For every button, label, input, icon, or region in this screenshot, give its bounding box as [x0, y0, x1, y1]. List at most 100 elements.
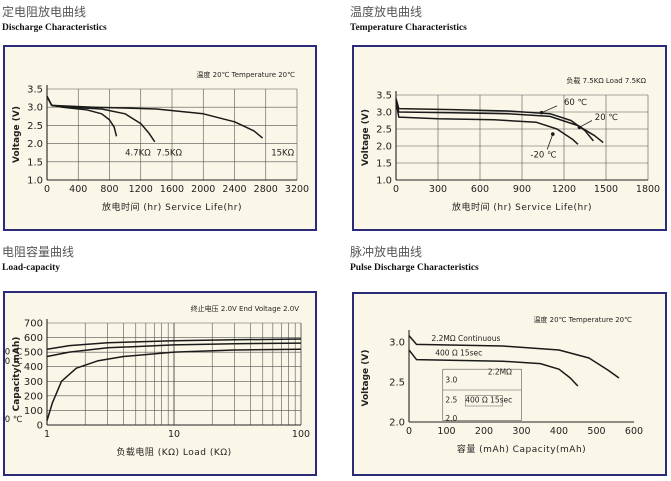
pulse-xlabel: 容量 (mAh) Capacity(mAh)	[457, 443, 586, 455]
load-ytick-label-4: 400	[24, 362, 43, 373]
discharge-xtick-label-7: 2800	[254, 184, 278, 195]
temperature-xtick-label-6: 1800	[636, 184, 660, 195]
discharge-ytick-label-3: 2.5	[27, 121, 43, 132]
discharge-ytick-label-0: 1.0	[27, 176, 43, 187]
load-chart: 0 100 200 300 400 500 600 700 1 10 100 终止电压 2.0V En…	[5, 304, 310, 458]
pulse-title-cn: 脉冲放电曲线	[350, 245, 423, 259]
load-xtick-label-0: 1	[44, 429, 50, 440]
temperature-chart-frame: 1.0 1.5 2.0 2.5 3.0 3.5 0 300 600 900 1200 1500 1800…	[352, 45, 667, 231]
temperature-ylabel: Voltage (V)	[361, 109, 371, 166]
load-series-line-2	[46, 348, 302, 421]
load-xtick-label-2: 100	[292, 429, 310, 440]
pulse-xtick-label-4: 400	[550, 426, 568, 437]
temperature-series-line-1	[395, 99, 604, 144]
pulse-chart: 2.0 2.5 3.0 0 100 200 300 400 500 600 温度 20℃ Tempe…	[361, 315, 643, 455]
load-series-label-1: 20 ℃	[5, 357, 23, 367]
pulse-xtick-label-3: 300	[512, 426, 530, 437]
temperature-xtick-label-4: 1200	[552, 184, 576, 195]
temperature-xtick-label-1: 300	[429, 184, 447, 195]
temperature-ytick-label-4: 3.0	[376, 108, 392, 119]
pulse-inset-pulse-box	[465, 395, 503, 407]
pulse-ylabel: Voltage (V)	[361, 350, 371, 407]
discharge-ytick-label-4: 3.0	[27, 103, 43, 114]
pulse-annotation: 温度 20℃ Temperature 20℃	[533, 315, 632, 324]
discharge-series-line-0	[46, 95, 118, 137]
load-ytick-label-5: 500	[24, 348, 43, 359]
discharge-series-line-2	[46, 95, 264, 139]
discharge-xlabel: 放电时间 (hr) Service Life(hr)	[102, 201, 242, 213]
pulse-chart-frame: 2.0 2.5 3.0 0 100 200 300 400 500 600 温度 20℃ Tempe…	[352, 292, 667, 476]
temperature-annotation: 负载 7.5KΩ Load 7.5KΩ	[566, 76, 646, 85]
temperature-series-label-0: 60 ℃	[564, 98, 588, 108]
discharge-ytick-label-2: 2.0	[27, 139, 43, 150]
discharge-series-label-2: 15KΩ	[271, 149, 294, 159]
discharge-series-label-1: 7.5KΩ	[156, 149, 182, 159]
temperature-xtick-label-0: 0	[393, 184, 399, 195]
temperature-ytick-label-2: 2.0	[376, 142, 392, 153]
load-xtick-label-1: 10	[168, 429, 180, 440]
load-series-label-2: -20 ℃	[5, 415, 23, 425]
load-ytick-label-6: 600	[24, 333, 43, 344]
discharge-xtick-label-0: 0	[44, 184, 50, 195]
pulse-xtick-label-2: 200	[475, 426, 493, 437]
temperature-xtick-label-3: 900	[513, 184, 531, 195]
load-title-cn: 电阻容量曲线	[2, 245, 75, 259]
temperature-pointer-2	[546, 133, 554, 150]
pulse-series-label-1: 400 Ω 15sec	[435, 348, 482, 357]
temperature-series-label-2: -20 ℃	[530, 151, 557, 161]
pulse-header: 脉冲放电曲线 Pulse Discharge Characteristics	[350, 243, 479, 273]
pulse-series-line-1	[408, 349, 579, 387]
pulse-series-label-5: 400 Ω 15sec	[465, 396, 512, 405]
discharge-title-en: Discharge Characteristics	[2, 23, 107, 33]
load-chart-frame: 0 100 200 300 400 500 600 700 1 10 100 终止电压 2.0V En…	[3, 291, 317, 476]
load-ytick-label-0: 0	[37, 421, 43, 432]
discharge-header: 定电阻放电曲线 Discharge Characteristics	[2, 3, 107, 33]
discharge-xtick-label-2: 800	[100, 184, 118, 195]
temperature-ytick-label-5: 3.5	[376, 91, 392, 102]
temperature-pointer-dot-2	[551, 132, 555, 136]
temperature-ytick-label-3: 2.5	[376, 125, 392, 136]
load-series-label-0: 60 ℃	[5, 347, 23, 357]
discharge-xtick-label-8: 3200	[285, 184, 309, 195]
pulse-xtick-label-0: 0	[406, 426, 412, 437]
pulse-ytick-label-2: 3.0	[389, 338, 405, 349]
discharge-chart-frame: 1.0 1.5 2.0 2.5 3.0 3.5 0 400 800 1200 1600 2000 240…	[3, 45, 317, 231]
load-header: 电阻容量曲线 Load-capacity	[2, 243, 74, 273]
load-ytick-label-2: 200	[24, 391, 43, 402]
temperature-pointer-dot-0	[539, 110, 544, 115]
discharge-series-line-1	[46, 95, 156, 143]
load-ylabel: Capacity(mAh)	[12, 337, 22, 412]
load-title-en: Load-capacity	[2, 263, 61, 273]
pulse-series-label-3: 3.0	[445, 376, 457, 385]
pulse-title-en: Pulse Discharge Characteristics	[350, 263, 479, 273]
temperature-pointer-dot-1	[577, 125, 582, 130]
load-xlabel: 负载电阻 (KΩ) Load (KΩ)	[116, 446, 231, 458]
load-ytick-label-3: 300	[24, 377, 43, 388]
discharge-ytick-label-5: 3.5	[27, 85, 43, 96]
discharge-title-cn: 定电阻放电曲线	[2, 5, 87, 19]
pulse-inset-box	[442, 368, 522, 421]
load-series-line-0	[46, 338, 302, 350]
temperature-title-en: Temperature Characteristics	[350, 23, 467, 33]
temperature-ytick-label-1: 1.5	[376, 159, 392, 170]
load-ytick-label-7: 700	[24, 319, 43, 330]
pulse-series-label-6: 2.0	[445, 414, 457, 423]
discharge-xtick-label-1: 400	[69, 184, 87, 195]
temperature-xlabel: 放电时间 (hr) Service Life(hr)	[452, 201, 592, 213]
discharge-xtick-label-4: 1600	[160, 184, 184, 195]
discharge-series-label-0: 4.7KΩ	[125, 149, 151, 159]
load-annotation: 终止电压 2.0V End Voltage 2.0V	[191, 304, 300, 313]
pulse-series-line-0	[408, 335, 620, 379]
temperature-series-line-2	[395, 101, 579, 145]
pulse-series-label-4: 2.5	[445, 396, 457, 405]
pulse-series-label-0: 2.2MΩ Continuous	[432, 334, 501, 343]
discharge-xtick-label-6: 2400	[222, 184, 246, 195]
pulse-ytick-label-1: 2.5	[389, 378, 405, 389]
load-ytick-label-1: 100	[24, 406, 43, 417]
pulse-ytick-label-0: 2.0	[389, 418, 405, 429]
temperature-title-cn: 温度放电曲线	[350, 5, 423, 19]
discharge-ytick-label-1: 1.5	[27, 157, 43, 168]
pulse-xtick-label-1: 100	[437, 426, 455, 437]
temperature-xtick-label-2: 600	[471, 184, 489, 195]
temperature-header: 温度放电曲线 Temperature Characteristics	[350, 3, 467, 33]
